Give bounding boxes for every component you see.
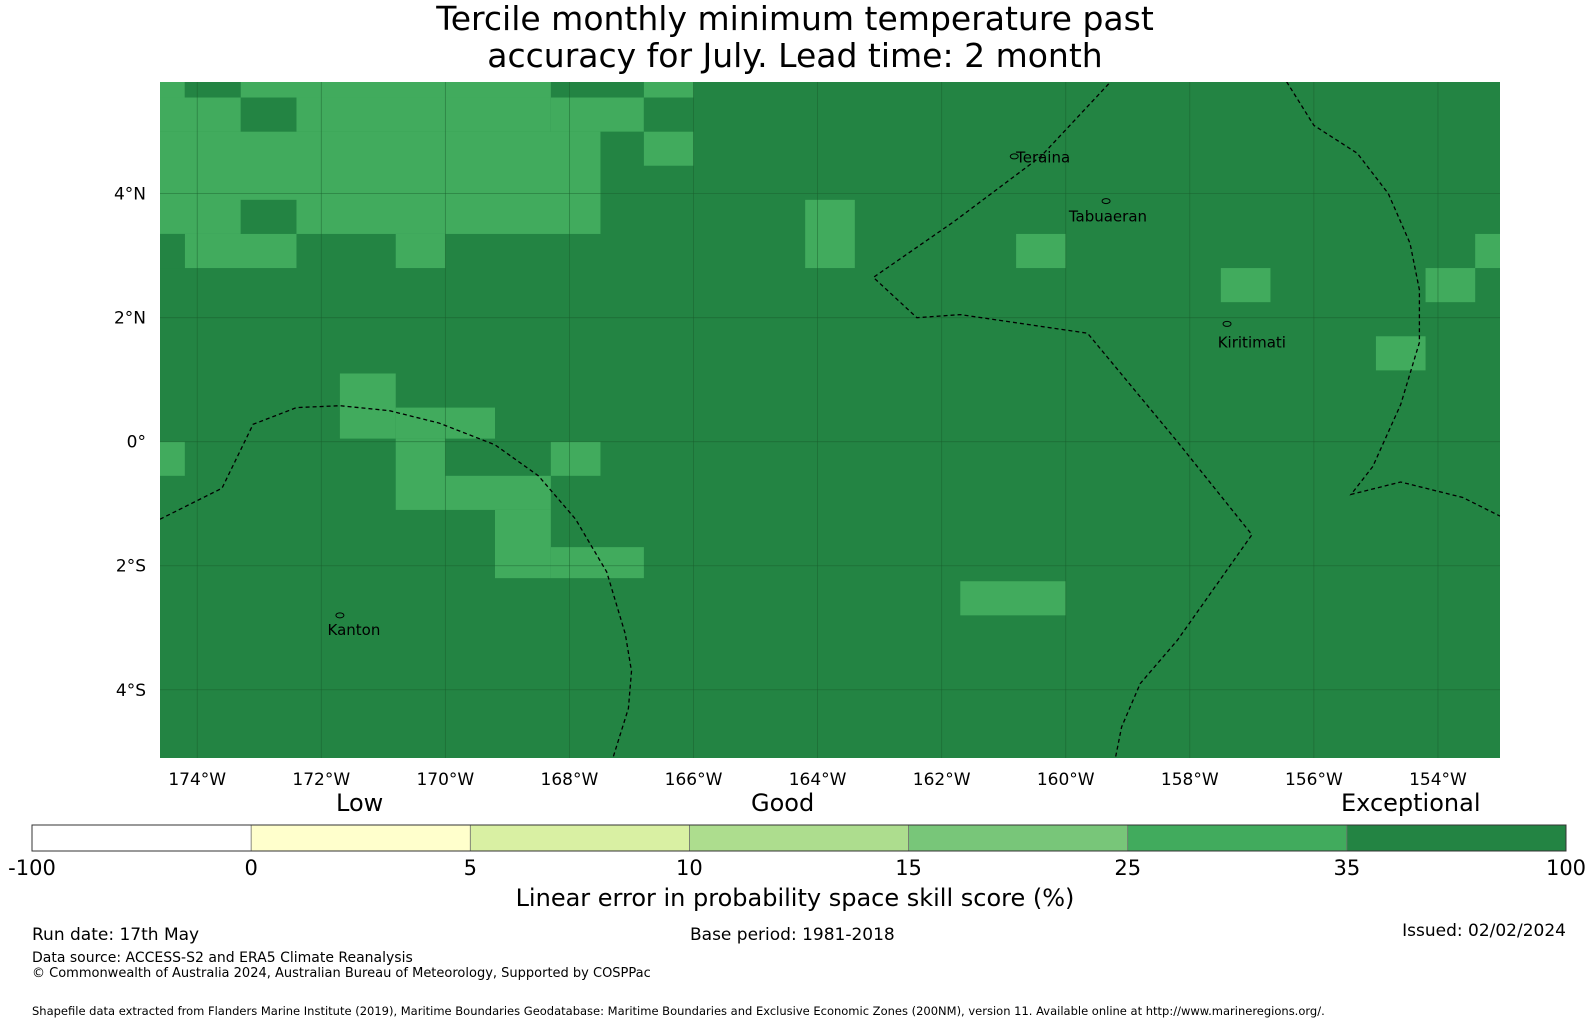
colorbar-tick-label: 10 <box>676 856 703 880</box>
place-label: Kiritimati <box>1218 333 1286 351</box>
longitude-tick-label: 154°W <box>1409 770 1467 790</box>
skill-cell-25-35 <box>1425 268 1476 303</box>
colorbar-segment <box>251 825 471 851</box>
gridlines <box>160 82 1500 758</box>
colorbar-tick-label: 0 <box>244 856 258 880</box>
skill-cell-25-35 <box>160 131 601 234</box>
skill-cell-25-35 <box>160 82 185 98</box>
skill-cell-35-100 <box>240 97 297 132</box>
colorbar-category-good: Good <box>751 789 815 817</box>
skill-cell-25-35 <box>550 97 644 132</box>
eez-boundaries <box>160 82 1500 758</box>
eez-boundary-line <box>160 405 633 758</box>
colorbar-segment <box>908 825 1128 851</box>
latitude-tick-label: 4°N <box>114 185 146 205</box>
skill-cell-35-100 <box>184 82 241 98</box>
map-title-line-2: accuracy for July. Lead time: 2 month <box>487 36 1103 75</box>
skill-cell-25-35 <box>1475 233 1500 269</box>
longitude-tick-label: 174°W <box>168 770 226 790</box>
skill-cell-25-35 <box>643 131 694 166</box>
issued-date: Issued: 02/02/2024 <box>1402 921 1566 941</box>
colorbar-segment <box>32 825 252 851</box>
longitude-tick-label: 172°W <box>292 770 350 790</box>
colorbar-tick-label: 100 <box>1545 856 1587 880</box>
skill-cell-35-100 <box>240 199 297 234</box>
longitude-tick-label: 168°W <box>541 770 599 790</box>
latitude-tick-label: 2°S <box>116 557 146 577</box>
skill-cell-25-35 <box>1016 233 1066 269</box>
skill-cell-25-35 <box>184 233 297 269</box>
longitude-tick-label: 160°W <box>1037 770 1095 790</box>
island-outline <box>335 612 345 619</box>
colorbar-frame <box>31 824 1567 852</box>
shapefile-credit: Shapefile data extracted from Flanders M… <box>32 1004 1325 1018</box>
eez-boundary-line <box>1286 82 1500 517</box>
skill-cell-25-35 <box>960 581 1066 616</box>
colorbar-category-low: Low <box>336 789 384 817</box>
skill-cell-25-35 <box>550 441 601 476</box>
skill-cell-35-100 <box>160 233 185 269</box>
island-outline <box>1101 198 1111 205</box>
longitude-tick-label: 162°W <box>913 770 971 790</box>
skill-cell-25-35 <box>240 82 644 98</box>
copyright-notice: © Commonwealth of Australia 2024, Austra… <box>32 966 651 981</box>
colorbar-segment <box>1127 825 1347 851</box>
place-label: Kanton <box>328 621 381 639</box>
longitude-tick-label: 156°W <box>1285 770 1343 790</box>
colorbar-tick-label: -100 <box>8 856 56 880</box>
place-label: Teraina <box>1015 149 1070 167</box>
longitude-tick-label: 170°W <box>416 770 474 790</box>
colorbar-tick-label: 25 <box>1114 856 1142 880</box>
colorbar-tick-label: 5 <box>463 856 477 880</box>
skill-cell-35-100 <box>550 82 644 98</box>
skill-cell-25-35 <box>1375 336 1426 371</box>
colorbar-label: Linear error in probability space skill … <box>515 884 1075 912</box>
skill-cell-25-35 <box>1220 268 1271 303</box>
colorbar-category-exceptional: Exceptional <box>1341 789 1481 817</box>
skill-cell-25-35 <box>395 233 446 269</box>
skill-cell-25-35 <box>805 199 855 269</box>
longitude-tick-label: 164°W <box>789 770 847 790</box>
skill-cell-25-35 <box>643 82 694 98</box>
eez-boundary-line <box>872 82 1253 758</box>
latitude-tick-label: 0° <box>127 433 146 453</box>
skill-cell-25-35 <box>160 441 185 476</box>
skill-field <box>160 82 1500 616</box>
data-source: Data source: ACCESS-S2 and ERA5 Climate … <box>32 950 413 966</box>
skill-cell-25-35 <box>445 475 551 510</box>
longitude-tick-label: 166°W <box>665 770 723 790</box>
skill-cell-35-100 <box>643 97 694 132</box>
skill-cell-25-35 <box>550 547 644 579</box>
base-period: Base period: 1981-2018 <box>690 925 895 945</box>
skill-cell-25-35 <box>395 438 446 510</box>
colorbar-tick-label: 15 <box>895 856 922 880</box>
colorbar-segment <box>470 825 690 851</box>
colorbar-segment <box>1346 825 1566 851</box>
skill-cell-25-35 <box>160 97 551 132</box>
place-label: Tabuaeran <box>1068 208 1147 226</box>
run-date: Run date: 17th May <box>32 925 200 945</box>
skill-cell-25-35 <box>495 509 551 579</box>
island-outline <box>1222 320 1232 327</box>
island-outline <box>1009 153 1019 160</box>
latitude-tick-label: 2°N <box>114 309 146 329</box>
latitude-tick-label: 4°S <box>116 681 146 701</box>
colorbar-segment <box>689 825 909 851</box>
colorbar-tick-label: 35 <box>1333 856 1361 880</box>
map-title-line-1: Tercile monthly minimum temperature past <box>436 0 1154 38</box>
longitude-tick-label: 158°W <box>1161 770 1219 790</box>
